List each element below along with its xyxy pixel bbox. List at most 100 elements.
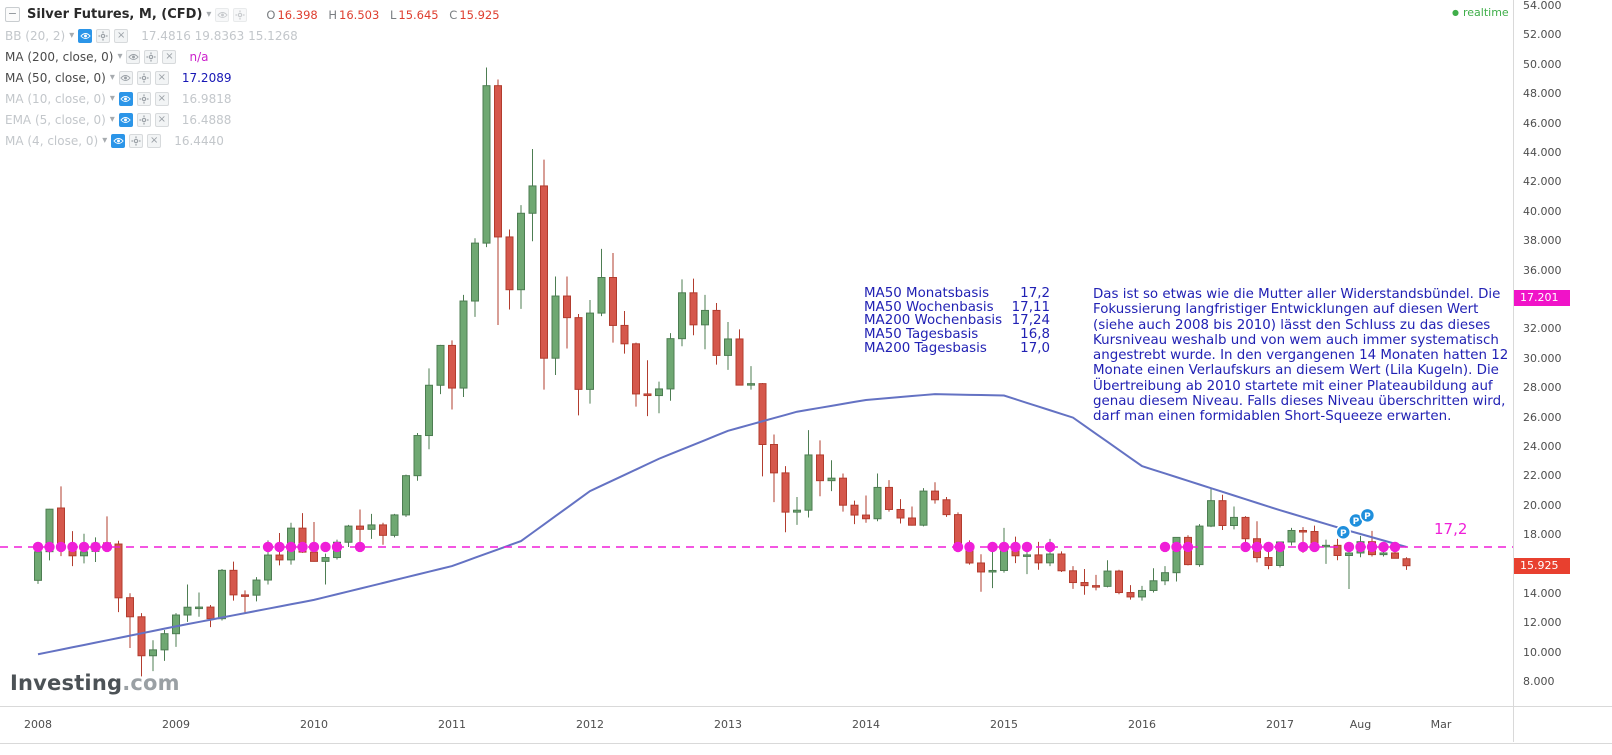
candle xyxy=(321,553,330,585)
eye-icon[interactable] xyxy=(111,133,126,148)
level-dot[interactable] xyxy=(952,541,964,553)
level-dot[interactable] xyxy=(1171,541,1182,553)
eye-icon[interactable] xyxy=(118,91,133,106)
price-pin[interactable]: P xyxy=(1359,507,1376,524)
level-dot[interactable] xyxy=(354,541,366,553)
level-dot[interactable] xyxy=(262,541,274,553)
candle xyxy=(471,238,479,317)
eye-icon[interactable] xyxy=(126,49,141,64)
ma-table-value: 17,11 xyxy=(1011,299,1050,315)
price-tick-label: 20.000 xyxy=(1523,498,1562,512)
level-dot[interactable] xyxy=(297,541,308,553)
close-icon[interactable]: × xyxy=(147,133,162,148)
level-dot[interactable] xyxy=(1159,541,1171,553)
price-chart-canvas[interactable]: PPP xyxy=(0,0,1513,706)
price-tick-label: 14.000 xyxy=(1523,587,1562,600)
close-icon[interactable]: × xyxy=(154,112,169,127)
chevron-down-icon[interactable]: ▾ xyxy=(69,30,75,41)
level-dot[interactable] xyxy=(285,541,297,553)
indicator-label[interactable]: BB (20, 2) xyxy=(5,28,66,43)
chevron-down-icon[interactable]: ▾ xyxy=(206,9,212,20)
level-dot[interactable] xyxy=(1355,541,1366,553)
level-dot[interactable] xyxy=(78,541,90,553)
level-dot[interactable] xyxy=(1182,541,1194,553)
level-dot[interactable] xyxy=(1251,541,1263,553)
price-pin[interactable]: P xyxy=(1335,524,1351,541)
level-dot[interactable] xyxy=(331,541,343,553)
level-dot[interactable] xyxy=(998,541,1010,553)
chevron-down-icon[interactable]: ▾ xyxy=(102,135,108,146)
level-dot[interactable] xyxy=(1366,541,1378,553)
level-dot[interactable] xyxy=(1309,541,1320,553)
close-icon[interactable]: × xyxy=(114,28,129,43)
chevron-down-icon[interactable]: ▾ xyxy=(109,93,115,104)
level-dot[interactable] xyxy=(1389,541,1401,553)
time-tick-label: 2015 xyxy=(990,718,1018,731)
price-tick-label: 46.000 xyxy=(1523,116,1562,130)
chevron-down-icon[interactable]: ▾ xyxy=(109,72,115,83)
indicator-label[interactable]: MA (200, close, 0) xyxy=(5,49,114,64)
level-dot[interactable] xyxy=(44,541,55,553)
level-dot[interactable] xyxy=(1010,541,1021,553)
indicator-label[interactable]: EMA (5, close, 0) xyxy=(5,112,106,127)
candle xyxy=(1138,585,1146,601)
ma-table-value: 17,2 xyxy=(1020,286,1050,301)
candle xyxy=(896,499,905,524)
candle xyxy=(655,381,663,414)
level-dot[interactable] xyxy=(67,541,78,553)
eye-icon[interactable] xyxy=(118,70,133,85)
level-dot[interactable] xyxy=(320,541,331,553)
ma-values-annotation: MA50 Monatsbasis 17,2 MA50 Wochenbasis 17,1… xyxy=(864,287,1050,356)
gear-icon[interactable] xyxy=(136,70,151,85)
eye-icon[interactable] xyxy=(78,28,93,43)
level-dot[interactable] xyxy=(1343,541,1355,553)
close-icon[interactable]: × xyxy=(154,91,169,106)
eye-icon[interactable] xyxy=(118,112,133,127)
gear-icon[interactable] xyxy=(136,91,151,106)
candle xyxy=(862,495,870,523)
indicator-label[interactable]: MA (50, close, 0) xyxy=(5,70,106,85)
gear-icon[interactable] xyxy=(96,28,111,43)
time-tick-label: Mar xyxy=(1430,718,1452,731)
level-dot[interactable] xyxy=(90,541,101,553)
level-dot[interactable] xyxy=(308,541,320,553)
indicator-label[interactable]: MA (10, close, 0) xyxy=(5,91,106,106)
candle xyxy=(1287,527,1296,546)
level-dot[interactable] xyxy=(1274,541,1286,553)
level-dot[interactable] xyxy=(55,541,67,553)
collapse-icon[interactable]: − xyxy=(5,7,20,22)
candle xyxy=(402,474,410,517)
price-tick-label: 8.000 xyxy=(1523,675,1555,689)
price-axis[interactable]: 54.000 52.000 50.000 48.000 46.000 44.000 42.0… xyxy=(1513,0,1612,742)
level-dot[interactable] xyxy=(1240,541,1251,553)
gear-icon[interactable] xyxy=(233,7,248,22)
level-dot[interactable] xyxy=(1263,541,1274,553)
level-dot[interactable] xyxy=(987,541,998,553)
gear-icon[interactable] xyxy=(144,49,159,64)
close-icon[interactable]: × xyxy=(154,70,169,85)
level-dot[interactable] xyxy=(1378,541,1389,553)
chevron-down-icon[interactable]: ▾ xyxy=(109,114,115,125)
level-dot[interactable] xyxy=(101,541,113,553)
level-dot[interactable] xyxy=(32,541,44,553)
chevron-down-icon[interactable]: ▾ xyxy=(117,51,123,62)
candle xyxy=(839,473,847,512)
time-tick-label: Aug xyxy=(1349,718,1372,731)
level-dot[interactable] xyxy=(1044,541,1056,553)
level-dot[interactable] xyxy=(274,541,285,553)
gear-icon[interactable] xyxy=(136,112,151,127)
eye-icon[interactable] xyxy=(215,7,230,22)
level-dot[interactable] xyxy=(1021,541,1033,553)
close-icon[interactable]: × xyxy=(162,49,177,64)
indicator-label[interactable]: MA (4, close, 0) xyxy=(5,133,99,148)
candle xyxy=(1218,494,1227,531)
time-axis[interactable]: 2008 2009 2010 2011 2012 2013 2014 2015 2016 2017… xyxy=(0,706,1612,744)
symbol-title[interactable]: Silver Futures, M, (CFD) xyxy=(27,7,203,22)
candle xyxy=(34,550,42,584)
gear-icon[interactable] xyxy=(129,133,144,148)
candle xyxy=(1080,569,1089,595)
level-dot[interactable] xyxy=(1297,541,1309,553)
level-dot[interactable] xyxy=(964,541,975,553)
candle xyxy=(540,159,548,390)
